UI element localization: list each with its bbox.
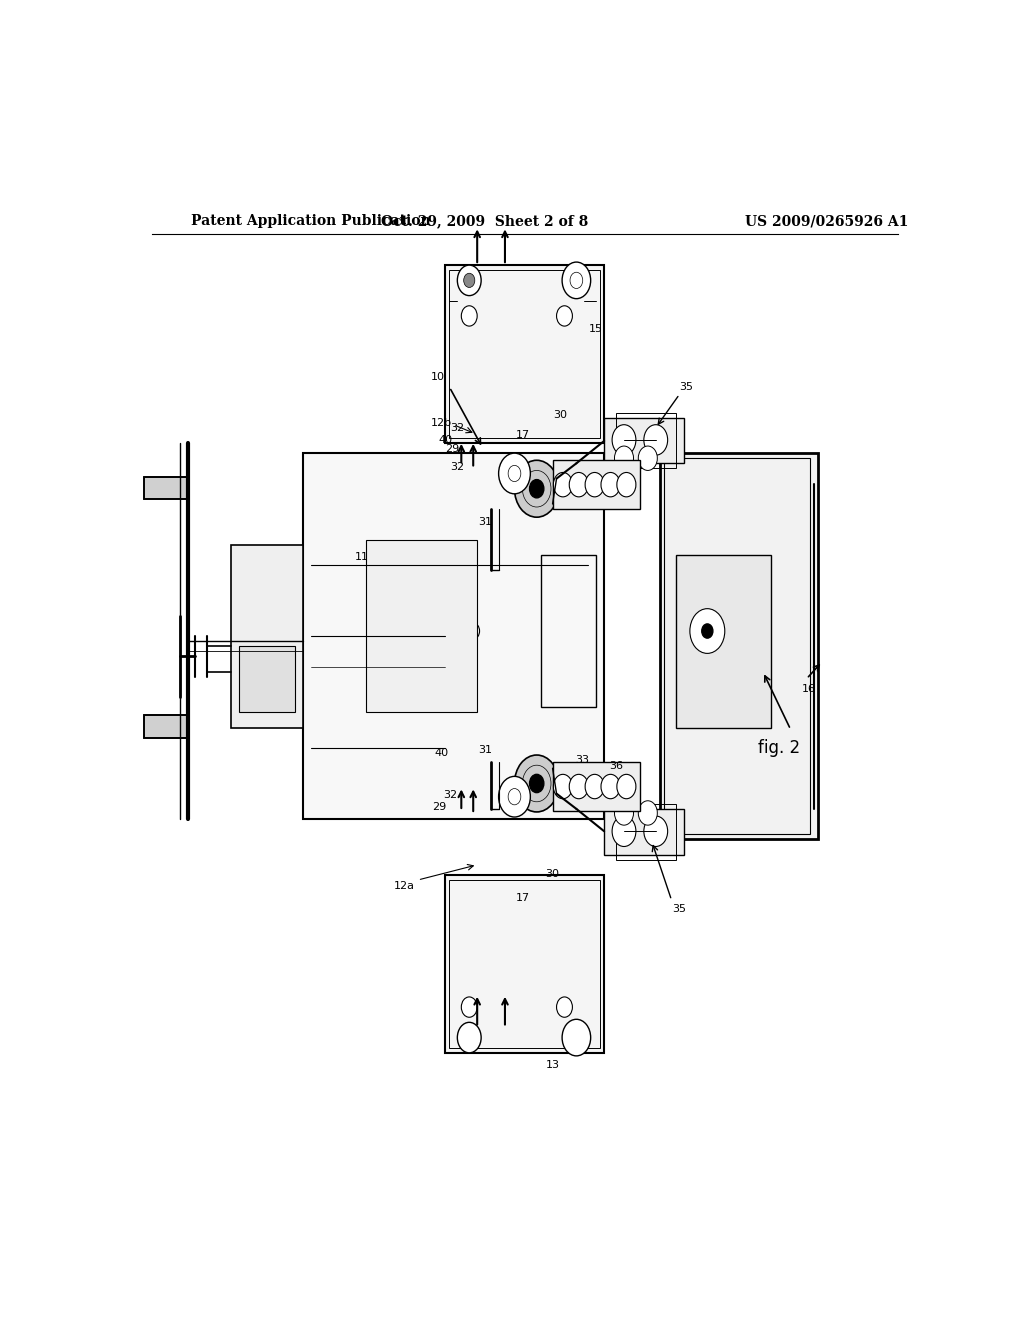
Circle shape [529,479,544,498]
Bar [231,545,303,727]
Bar [445,875,604,1053]
Circle shape [701,624,713,638]
Circle shape [461,306,477,326]
Text: 29: 29 [432,801,446,812]
Bar [240,647,295,713]
Text: Oct. 29, 2009  Sheet 2 of 8: Oct. 29, 2009 Sheet 2 of 8 [382,214,589,228]
Circle shape [612,425,636,455]
Text: 12a: 12a [393,882,415,891]
Text: 29: 29 [444,444,459,454]
Text: Patent Application Publication: Patent Application Publication [191,214,431,228]
Bar [664,458,811,834]
Circle shape [499,453,530,494]
Circle shape [601,775,621,799]
Text: 30: 30 [546,869,559,879]
Circle shape [458,1022,481,1053]
Circle shape [569,775,588,799]
Text: 33: 33 [574,755,589,766]
Bar [616,804,676,859]
Circle shape [569,473,588,496]
Circle shape [514,755,559,812]
Circle shape [644,425,668,455]
Text: 17: 17 [516,894,530,903]
Bar [616,412,676,469]
Circle shape [585,473,604,496]
Bar [553,461,640,510]
Circle shape [644,816,668,846]
Bar [143,477,187,499]
Bar [553,762,640,810]
Bar [367,540,477,713]
Bar [143,715,187,738]
Bar [604,417,684,463]
Bar [445,265,604,444]
Text: 10: 10 [430,372,444,381]
Text: fig. 2: fig. 2 [758,739,800,756]
Text: 31: 31 [478,517,493,527]
Text: 15: 15 [589,325,603,334]
Circle shape [638,446,657,470]
Text: 32: 32 [443,789,458,800]
Circle shape [514,461,559,517]
Circle shape [553,775,572,799]
Circle shape [616,775,636,799]
Bar [303,453,604,818]
Text: 31: 31 [478,744,493,755]
Text: 30: 30 [554,409,567,420]
Circle shape [557,306,572,326]
Text: 32: 32 [451,422,465,433]
Circle shape [614,446,634,470]
Circle shape [562,263,591,298]
Text: 16: 16 [802,684,816,694]
Text: 40: 40 [434,748,449,758]
Text: 12b: 12b [431,417,452,428]
Text: 36: 36 [609,762,623,771]
Text: US 2009/0265926 A1: US 2009/0265926 A1 [744,214,908,228]
Bar [143,715,187,738]
Text: 40: 40 [438,436,453,445]
Circle shape [461,997,477,1018]
Circle shape [557,997,572,1018]
Circle shape [553,473,572,496]
Circle shape [458,265,481,296]
Text: 35: 35 [679,381,693,392]
Circle shape [614,801,634,825]
Circle shape [464,273,475,288]
Text: 17: 17 [516,430,530,440]
Circle shape [601,473,621,496]
Circle shape [499,776,530,817]
Circle shape [562,1019,591,1056]
Bar [604,809,684,854]
Bar [659,453,818,840]
Bar [450,271,600,438]
Bar [450,880,600,1048]
Circle shape [585,775,604,799]
Text: 35: 35 [672,903,686,913]
Bar [143,477,187,499]
Text: 32: 32 [451,462,465,473]
Circle shape [612,816,636,846]
Circle shape [638,801,657,825]
Text: 11: 11 [355,552,369,562]
Circle shape [616,473,636,496]
Circle shape [690,609,725,653]
Text: 13: 13 [546,1060,559,1071]
Bar [676,554,771,727]
Bar [541,554,596,708]
Circle shape [529,775,544,792]
